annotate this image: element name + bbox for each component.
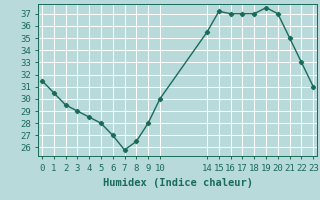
- X-axis label: Humidex (Indice chaleur): Humidex (Indice chaleur): [103, 178, 252, 188]
